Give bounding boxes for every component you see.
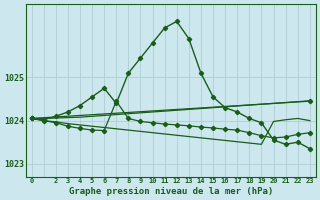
X-axis label: Graphe pression niveau de la mer (hPa): Graphe pression niveau de la mer (hPa) — [68, 187, 273, 196]
